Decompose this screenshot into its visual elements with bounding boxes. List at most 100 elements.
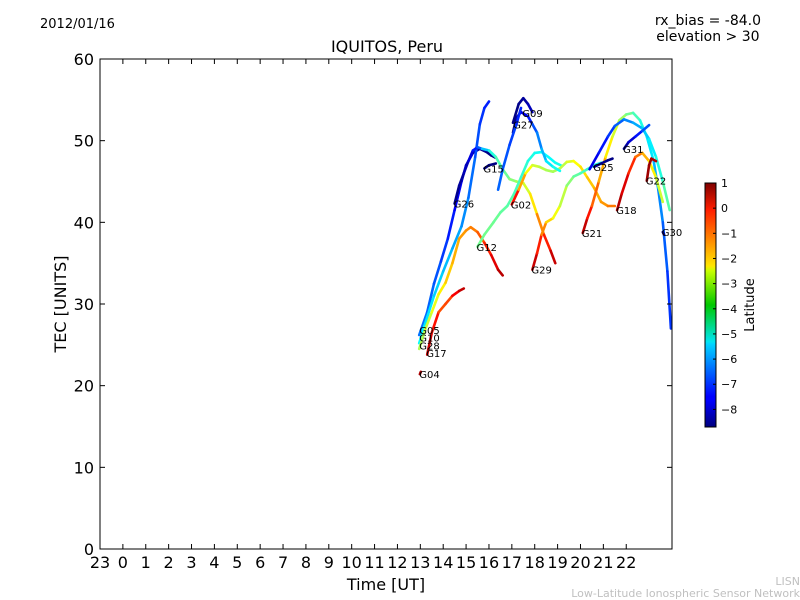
satellite-label: G15 [483,164,503,175]
watermark-line2: Low-Latitude Ionospheric Sensor Network [571,587,800,600]
track-segment [430,292,440,314]
track-g02 [510,159,617,208]
x-tick-label: 5 [232,553,242,572]
track-segment [501,168,511,181]
satellite-label: G31 [623,145,643,156]
colorbar-tick-label: 0 [721,202,728,215]
x-tick-label: 18 [525,553,545,572]
track-g31b [622,123,651,151]
track-segment [634,129,644,138]
track-segment [572,159,582,169]
track-g18 [615,151,665,212]
track-segment [489,253,500,272]
satellite-label: G26 [454,200,474,211]
track-segment [526,102,534,114]
watermark-line1: LISN [775,575,800,588]
track-segment [515,106,523,126]
colorbar-tick-label: −6 [721,353,737,366]
track-segment [535,233,543,255]
receiver-info: rx_bias = -84.0 elevation > 30 [655,13,761,45]
track-segment [432,269,445,298]
track-segment [549,249,557,265]
satellite-label: G22 [646,177,666,188]
y-tick-label: 60 [74,50,94,69]
colorbar-tick-label: −5 [721,328,737,341]
x-tick-label: 9 [324,553,334,572]
track-segment [425,331,434,356]
x-tick-label: 7 [278,553,288,572]
satellite-label: G04 [419,370,439,381]
track-segment [508,123,518,147]
track-segment [521,181,532,196]
track-segment [496,168,505,191]
track-g29 [531,161,603,272]
track-segment [540,147,548,163]
track-segment [640,123,651,133]
track-segment [581,217,589,235]
track-segment [519,159,530,179]
x-axis-label: Time [UT] [346,575,425,594]
track-g04 [418,370,423,376]
track-segment [542,233,553,253]
track-segment [640,151,651,163]
satellite-label: G18 [616,206,636,217]
track-g15 [483,162,498,170]
track-segment [437,302,447,314]
track-segment [473,123,482,159]
track-segment [650,157,658,163]
track-segment [615,192,624,212]
track-segment [544,217,555,224]
track-segment [453,184,461,205]
track-segment [457,229,468,240]
watermark: LISN Low-Latitude Ionospheric Sensor Net… [571,576,800,600]
x-tick-label: 0 [118,553,128,572]
track-segment [622,141,630,151]
track-segment [441,247,454,273]
satellite-label: G17 [426,349,446,360]
track-g26 [453,145,557,265]
chart-title: IQUITOS, Peru [331,37,443,56]
colorbar-ticks: 1 0 −1 −2 −3 −4 −5 −6 −7 −8 [713,177,737,416]
track-g25 [592,157,614,169]
track-segment [501,143,511,171]
track-segment [487,162,498,167]
track-segment [654,176,665,204]
colorbar-tick-label: −3 [721,278,737,291]
track-segment [656,188,665,224]
track-segment [524,163,534,175]
track-segment [590,180,601,208]
track-segment [558,160,569,170]
track-segment [519,110,530,118]
track-segment [620,172,630,196]
track-segment [432,260,443,285]
track-segment [483,241,493,257]
track-segment [462,159,470,175]
track-segment [526,114,534,126]
track-segment [451,225,463,250]
track-segment [613,118,626,128]
track-segment [417,323,427,345]
track-segment [647,137,658,159]
y-axis: 0 10 20 30 40 50 60 [74,50,672,559]
track-segment [517,172,527,191]
track-segment [631,111,642,122]
x-tick-label: 22 [616,553,636,572]
track-segment [631,121,644,130]
track-segment [444,261,454,285]
colorbar-tick-label: −1 [721,227,737,240]
track-segment [585,176,596,190]
track-segment [505,192,516,208]
satellite-label: G10 [419,334,439,345]
track-segment [512,176,523,196]
y-tick-label: 50 [74,132,94,151]
track-segment [430,310,440,334]
track-segment [423,310,434,332]
track-segment [645,163,651,182]
track-segment [558,184,569,208]
track-segment [437,281,447,296]
track-segment [604,135,614,159]
x-tick-label: 1 [141,553,151,572]
colorbar-tick-label: 1 [721,177,728,190]
rx-bias-label: rx_bias = -84.0 [654,13,761,29]
track-segment [510,188,521,206]
